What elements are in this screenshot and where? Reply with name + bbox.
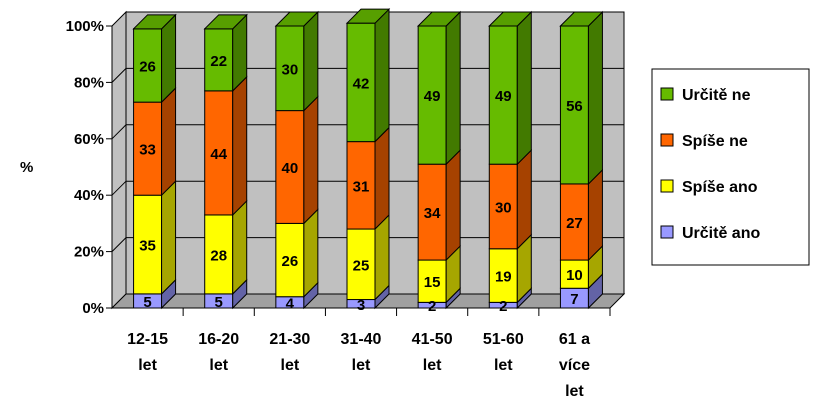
bar-segment-side: [232, 75, 248, 217]
bar-segment-side: [374, 126, 390, 231]
data-label: 27: [566, 215, 583, 232]
data-label: 26: [282, 253, 299, 270]
bar-top: [345, 8, 391, 24]
category-label: 21-30 let: [269, 331, 310, 374]
data-label: 56: [566, 98, 583, 115]
bar-top: [132, 14, 177, 30]
category-label: 61 a více let: [559, 331, 590, 400]
bar-segment: [488, 248, 518, 303]
data-label: 26: [139, 58, 156, 75]
data-label: 28: [210, 247, 227, 264]
bar-segment: [488, 163, 518, 250]
y-tick-label: 40%: [74, 187, 104, 204]
bar-top: [488, 11, 533, 27]
data-label: 19: [495, 269, 512, 286]
legend: Určitě ne Spíše ne Spíše ano Určitě ano: [651, 68, 810, 266]
y-axis-label: %: [20, 159, 33, 176]
bar-segment-side: [587, 168, 603, 262]
y-tick-labels: 0% 20% 40% 60% 80% 100%: [66, 18, 104, 317]
category-label: 41-50 let: [412, 331, 453, 374]
data-label: 10: [566, 267, 583, 284]
data-labels: 5 35 33 26 5 28 44 22 4 26 40 30 3 25 31 42 2 15 34 49 2 19 30…: [139, 53, 583, 315]
data-label: 15: [424, 274, 441, 291]
bar-segment: [204, 28, 234, 92]
bar-top: [203, 14, 248, 30]
bar-segment-side: [303, 10, 319, 112]
y-tick-label: 20%: [74, 244, 104, 261]
bar-segment-side: [587, 10, 603, 186]
data-label: 30: [495, 199, 512, 216]
legend-label: Spíše ano: [682, 179, 758, 196]
bar-segment-side: [303, 208, 319, 298]
data-label: 30: [282, 61, 299, 78]
data-label: 44: [210, 146, 227, 163]
bar-segment: [275, 25, 305, 112]
data-label: 33: [139, 142, 156, 159]
data-label: 3: [357, 297, 365, 314]
legend-swatch: [660, 225, 674, 239]
y-tick-label: 80%: [74, 74, 104, 91]
legend-label: Spíše ne: [682, 133, 748, 150]
bar-segment-side: [445, 148, 461, 262]
bar-top: [559, 11, 604, 27]
bar-top: [416, 11, 462, 27]
bar-segment-side: [374, 213, 390, 301]
data-label: 5: [143, 294, 151, 311]
bar-segment: [275, 110, 305, 224]
data-label: 4: [286, 295, 295, 312]
data-label: 22: [210, 53, 227, 70]
y-tick-label: 100%: [66, 18, 104, 35]
data-label: 2: [499, 298, 507, 315]
bar-segment-side: [374, 7, 390, 143]
data-label: 2: [428, 298, 436, 315]
legend-label: Určitě ne: [682, 87, 751, 104]
bar-segment: [346, 22, 376, 143]
side-wall: [111, 10, 127, 310]
bar-segment-side: [516, 148, 532, 250]
bar-segment: [346, 141, 376, 230]
bar-segment: [133, 101, 163, 196]
bar-segment: [559, 183, 589, 261]
category-label: 51-60 let: [483, 331, 524, 374]
data-label: 34: [424, 205, 441, 222]
data-label: 5: [215, 294, 223, 311]
legend-swatch: [660, 179, 674, 193]
category-labels: 12-15 let 16-20 let 21-30 let 31-40 let 41-50 let…: [127, 331, 590, 400]
bar-top: [274, 11, 320, 27]
bar-segment-side: [516, 10, 532, 166]
bar-segment: [417, 25, 447, 165]
bars: [132, 7, 604, 310]
data-label: 7: [570, 291, 578, 308]
bar-segment: [133, 194, 163, 295]
data-label: 35: [139, 238, 156, 255]
legend-label: Určitě ano: [682, 225, 760, 242]
legend-box: [651, 68, 810, 266]
category-label: 16-20 let: [198, 331, 239, 374]
legend-swatch: [660, 133, 674, 147]
bar-segment: [559, 25, 589, 185]
y-tick-label: 60%: [74, 131, 104, 148]
data-label: 49: [495, 88, 512, 105]
y-tick-label: 0%: [82, 300, 104, 317]
bar-segment-side: [161, 13, 177, 104]
legend-swatch: [660, 87, 674, 101]
bar-segment-side: [445, 10, 461, 166]
data-label: 40: [282, 160, 299, 177]
category-label: 31-40 let: [341, 331, 382, 374]
bar-segment-side: [161, 86, 177, 197]
bar-segment-side: [232, 199, 248, 296]
data-label: 25: [353, 257, 370, 274]
bar-segment-side: [161, 179, 177, 296]
bar-segment-side: [303, 95, 319, 225]
bar-segment: [204, 90, 234, 216]
category-label: 12-15 let: [127, 331, 168, 374]
data-label: 49: [424, 88, 441, 105]
data-label: 31: [353, 178, 370, 195]
data-label: 42: [353, 75, 370, 92]
